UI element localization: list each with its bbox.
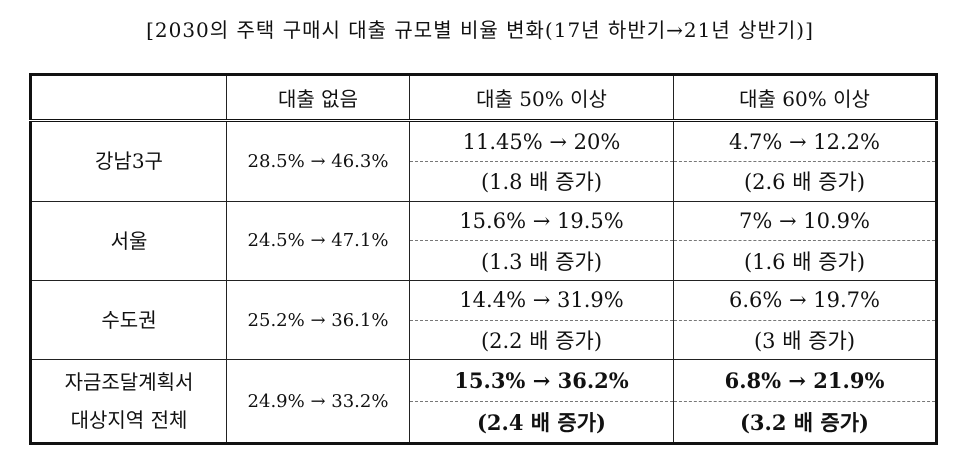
loan50-ratio: (1.3 배 증가): [409, 240, 674, 281]
no-loan-cell: 25.2% → 36.1%: [226, 279, 410, 361]
loan60-ratio: (2.6 배 증가): [673, 160, 937, 202]
loan50-ratio: (1.8 배 증가): [409, 160, 674, 202]
table-row: 서울 24.5% → 47.1% 15.6% → 19.5% 7% → 10.9…: [30, 200, 937, 281]
loan50-ratio: (2.2 배 증가): [409, 319, 674, 361]
no-loan-cell: 24.9% → 33.2%: [226, 359, 410, 444]
region-cell: 강남3구: [30, 120, 227, 202]
loan50-value: 11.45% → 20%: [409, 120, 674, 162]
loan60-value: 6.6% → 19.7%: [673, 279, 937, 321]
loan60-ratio: (3.2 배 증가): [673, 400, 937, 445]
loan50-value: 14.4% → 31.9%: [409, 279, 674, 321]
table-row-sub: (2.4 배 증가) (3.2 배 증가): [31, 400, 937, 445]
loan60-ratio: (3 배 증가): [673, 319, 937, 361]
table-title: [2030의 주택 구매시 대출 규모별 비율 변화(17년 하반기→21년 상…: [146, 18, 814, 42]
loan60-value: 6.8% → 21.9%: [673, 359, 937, 402]
no-loan-cell: 24.5% → 47.1%: [226, 200, 410, 281]
loan50-ratio: (2.4 배 증가): [409, 400, 674, 445]
header-loan-50: 대출 50% 이상: [409, 73, 674, 123]
table-row: 자금조달계획서 대상지역 전체 24.9% → 33.2% 15.3% → 36…: [30, 359, 937, 444]
table-row-sub: (1.8 배 증가) (2.6 배 증가): [31, 160, 937, 202]
table-row: 수도권 25.2% → 36.1% 14.4% → 31.9% 6.6% → 1…: [30, 279, 937, 361]
no-loan-cell: 28.5% → 46.3%: [226, 120, 410, 202]
header-corner: [30, 73, 227, 123]
loan50-value: 15.3% → 36.2%: [409, 359, 674, 402]
loan60-value: 7% → 10.9%: [673, 200, 937, 242]
loan-ratio-table: 대출 없음 대출 50% 이상 대출 60% 이상 강남3구 28.5% → 4…: [29, 73, 938, 445]
region-line-2: 대상지역 전체: [70, 408, 188, 433]
loan60-ratio: (1.6 배 증가): [673, 240, 937, 281]
header-loan-60: 대출 60% 이상: [673, 73, 937, 123]
region-cell: 수도권: [30, 279, 227, 361]
loan60-value: 4.7% → 12.2%: [673, 120, 937, 162]
loan50-value: 15.6% → 19.5%: [409, 200, 674, 242]
region-cell: 자금조달계획서 대상지역 전체: [30, 359, 227, 444]
header-no-loan: 대출 없음: [226, 73, 410, 123]
region-cell: 서울: [30, 200, 227, 281]
header-row: 대출 없음 대출 50% 이상 대출 60% 이상: [30, 73, 937, 123]
table-row: 강남3구 28.5% → 46.3% 11.45% → 20% 4.7% → 1…: [30, 120, 937, 202]
region-line-1: 자금조달계획서: [64, 370, 194, 395]
